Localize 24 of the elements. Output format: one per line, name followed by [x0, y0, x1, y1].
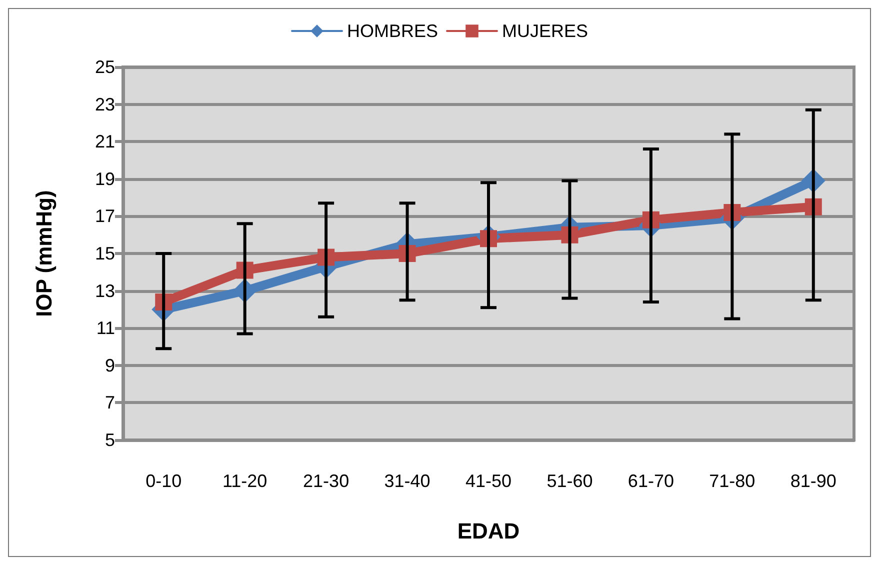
x-tick-label: 11-20	[222, 471, 268, 491]
legend-label: MUJERES	[502, 21, 588, 41]
y-tick-label: 15	[94, 244, 115, 264]
x-tick-label: 71-80	[709, 471, 756, 491]
legend-label: HOMBRES	[346, 21, 438, 41]
x-tick-label: 0-10	[146, 471, 182, 491]
y-tick-label: 11	[96, 318, 115, 338]
x-tick-label: 81-90	[790, 471, 836, 491]
y-axis-title: IOP (mmHg)	[32, 190, 56, 317]
y-tick-label: 13	[94, 280, 115, 301]
x-axis-title: EDAD	[457, 518, 520, 544]
y-tick-label: 9	[104, 355, 115, 376]
x-tick-label: 31-40	[384, 471, 430, 491]
y-tick-label: 5	[104, 430, 115, 450]
y-tick-label: 17	[94, 206, 115, 226]
y-tick-label: 23	[94, 94, 115, 114]
y-tick-label: 25	[94, 57, 115, 77]
x-tick-label: 61-70	[628, 471, 674, 491]
y-tick-label: 7	[104, 392, 115, 413]
x-tick-label: 21-30	[303, 471, 350, 491]
y-tick-label: 21	[94, 132, 115, 152]
x-tick-label: 51-60	[546, 471, 593, 491]
x-tick-label: 41-50	[465, 471, 512, 491]
y-tick-label: 19	[94, 168, 115, 189]
